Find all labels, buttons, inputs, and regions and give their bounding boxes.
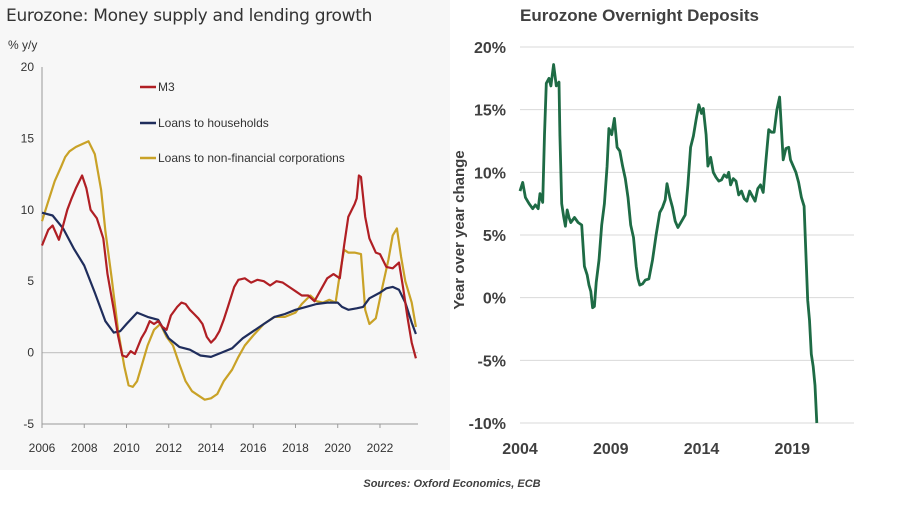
chart-title: Eurozone Overnight Deposits: [520, 6, 759, 25]
x-tick-label: 2018: [282, 441, 309, 455]
y-tick-label: 20: [21, 60, 35, 74]
x-tick-label: 2008: [71, 441, 98, 455]
x-tick-label: 2009: [593, 441, 629, 458]
x-tick-label: 2012: [155, 441, 182, 455]
x-tick-label: 2020: [324, 441, 351, 455]
x-tick-label: 2022: [367, 441, 394, 455]
legend-label: Loans to non-financial corporations: [158, 151, 345, 165]
series-line-loans-to-households: [41, 211, 417, 358]
source-note: Sources: Oxford Economics, ECB: [363, 478, 541, 490]
y-axis-label: Year over year change: [451, 150, 468, 309]
x-tick-label: 2016: [240, 441, 267, 455]
y-tick-label: 15: [21, 131, 35, 145]
chart-title: Eurozone: Money supply and lending growt…: [6, 6, 373, 26]
series-line-loans-to-non-financial-corporations: [40, 140, 417, 401]
y-tick-label: 15%: [474, 103, 506, 120]
y-tick-label: 0: [27, 346, 34, 360]
x-tick-label: 2006: [29, 441, 56, 455]
money-supply-plot: 20 15 10 5 0 -5 2006 2008 2010 2012 2014 2016 2018 20…: [21, 60, 418, 455]
x-tick-label: 2014: [684, 441, 720, 458]
overnight-deposits-chart: Eurozone Overnight Deposits 20% 15% 10% 5% 0…: [450, 0, 904, 470]
money-supply-chart: Eurozone: Money supply and lending growt…: [0, 0, 450, 470]
series-line-overnight-deposits: [518, 63, 819, 424]
y-tick-label: 10%: [474, 165, 506, 182]
x-tick-label: 2010: [113, 441, 140, 455]
x-tick-label: 2004: [502, 441, 538, 458]
y-tick-label: 5: [27, 274, 34, 288]
legend-label: M3: [158, 80, 175, 94]
series-line-m-: [40, 174, 417, 359]
y-tick-label: -5: [23, 417, 34, 431]
x-tick-label: 2019: [774, 441, 810, 458]
y-tick-label: -10%: [469, 416, 506, 433]
y-axis-label: % y/y: [8, 38, 38, 52]
y-tick-label: -5%: [478, 353, 506, 370]
y-tick-label: 5%: [483, 228, 506, 245]
y-tick-label: 20%: [474, 40, 506, 57]
overnight-deposits-plot: 20% 15% 10% 5% 0% -5% -10% 2004 2009 2014 2019 Year…: [451, 40, 854, 458]
legend-label: Loans to households: [158, 116, 269, 130]
y-tick-label: 0%: [483, 291, 506, 308]
x-tick-label: 2014: [198, 441, 225, 455]
y-tick-label: 10: [21, 203, 35, 217]
